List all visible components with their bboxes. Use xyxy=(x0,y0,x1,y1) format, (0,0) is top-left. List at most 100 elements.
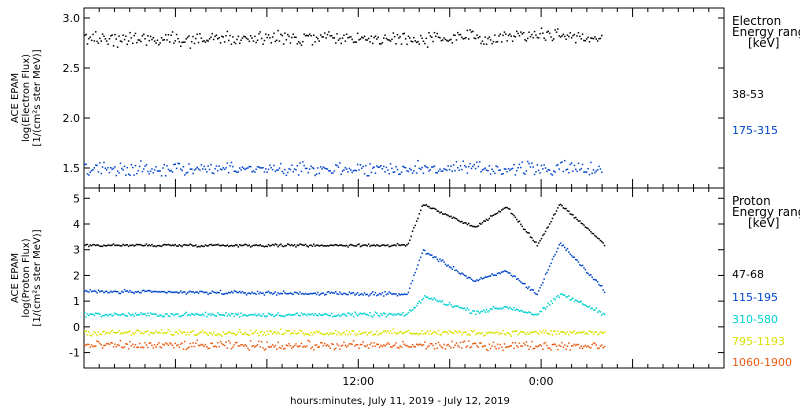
data-point-38-53 xyxy=(532,36,534,39)
data-point-175-315 xyxy=(122,169,124,171)
data-point-38-53 xyxy=(495,41,497,43)
data-point-115-195 xyxy=(488,275,491,277)
data-point-38-53 xyxy=(127,40,130,42)
data-point-1060-1900 xyxy=(151,344,153,347)
data-point-115-195 xyxy=(230,290,233,293)
data-point-38-53 xyxy=(383,37,385,39)
data-point-175-315 xyxy=(480,171,482,173)
data-point-795-1193 xyxy=(296,332,299,335)
data-point-175-315 xyxy=(251,171,253,173)
data-point-310-580 xyxy=(400,313,403,316)
data-point-310-580 xyxy=(116,313,119,316)
data-point-115-195 xyxy=(403,293,405,295)
data-point-1060-1900 xyxy=(111,342,113,344)
data-point-310-580 xyxy=(518,310,521,312)
data-point-310-580 xyxy=(243,314,245,316)
data-point-38-53 xyxy=(255,41,257,44)
data-point-795-1193 xyxy=(129,330,131,332)
data-point-795-1193 xyxy=(212,331,215,334)
data-point-310-580 xyxy=(403,315,405,317)
y-tick-label: 3.0 xyxy=(63,12,81,25)
data-point-1060-1900 xyxy=(230,347,233,350)
data-point-115-195 xyxy=(263,294,266,296)
data-point-115-195 xyxy=(473,280,475,283)
data-point-115-195 xyxy=(513,275,515,277)
data-point-795-1193 xyxy=(547,332,549,335)
data-point-1060-1900 xyxy=(330,343,333,345)
data-point-175-315 xyxy=(148,173,150,175)
data-point-175-315 xyxy=(506,171,508,173)
data-point-310-580 xyxy=(420,302,422,304)
data-point-310-580 xyxy=(409,309,411,311)
data-point-310-580 xyxy=(529,312,532,314)
data-point-175-315 xyxy=(300,170,303,173)
data-point-310-580 xyxy=(273,315,275,318)
data-point-115-195 xyxy=(262,292,264,294)
data-point-795-1193 xyxy=(281,333,283,336)
data-point-310-580 xyxy=(164,313,167,315)
data-point-310-580 xyxy=(422,297,425,300)
data-point-115-195 xyxy=(181,292,183,294)
data-point-1060-1900 xyxy=(418,343,421,346)
data-point-795-1193 xyxy=(96,334,98,336)
data-point-310-580 xyxy=(226,315,229,317)
data-point-795-1193 xyxy=(590,331,592,333)
data-point-1060-1900 xyxy=(343,341,345,344)
data-point-1060-1900 xyxy=(376,343,378,345)
data-point-795-1193 xyxy=(138,330,141,333)
data-point-115-195 xyxy=(234,290,237,293)
data-point-47-68 xyxy=(206,245,208,247)
data-point-1060-1900 xyxy=(361,343,363,346)
data-point-38-53 xyxy=(152,37,155,39)
data-point-310-580 xyxy=(140,312,142,314)
data-point-47-68 xyxy=(447,214,449,217)
data-point-175-315 xyxy=(244,168,246,171)
data-point-175-315 xyxy=(203,165,205,168)
data-point-310-580 xyxy=(341,313,344,316)
data-point-310-580 xyxy=(186,314,189,317)
data-point-795-1193 xyxy=(178,329,181,332)
data-point-175-315 xyxy=(311,166,314,169)
data-point-795-1193 xyxy=(199,331,201,334)
data-point-115-195 xyxy=(491,273,493,275)
data-point-38-53 xyxy=(182,41,185,43)
data-point-1060-1900 xyxy=(551,344,554,346)
data-point-795-1193 xyxy=(318,330,320,333)
data-point-38-53 xyxy=(354,41,356,43)
data-point-38-53 xyxy=(441,39,444,41)
data-point-47-68 xyxy=(97,244,100,246)
data-point-1060-1900 xyxy=(263,349,266,351)
data-point-310-580 xyxy=(304,313,307,316)
data-point-38-53 xyxy=(196,33,198,35)
data-point-115-195 xyxy=(351,292,353,294)
data-point-1060-1900 xyxy=(156,343,159,346)
data-point-47-68 xyxy=(234,244,237,246)
data-point-795-1193 xyxy=(177,332,179,335)
data-point-38-53 xyxy=(219,42,222,44)
data-point-795-1193 xyxy=(373,333,375,336)
data-point-47-68 xyxy=(155,245,157,248)
data-point-175-315 xyxy=(536,164,539,166)
data-point-175-315 xyxy=(561,161,563,163)
data-point-115-195 xyxy=(551,258,554,260)
data-point-115-195 xyxy=(132,291,134,294)
data-point-795-1193 xyxy=(173,334,175,336)
data-point-310-580 xyxy=(330,312,333,315)
data-point-47-68 xyxy=(376,244,378,246)
data-point-1060-1900 xyxy=(302,346,304,348)
data-point-47-68 xyxy=(201,245,204,247)
data-point-310-580 xyxy=(366,313,368,316)
data-point-38-53 xyxy=(576,35,578,37)
data-point-115-195 xyxy=(151,291,153,293)
data-point-175-315 xyxy=(302,161,304,163)
data-point-175-315 xyxy=(393,171,396,173)
data-point-38-53 xyxy=(107,43,109,45)
data-point-1060-1900 xyxy=(122,347,124,349)
data-point-795-1193 xyxy=(407,329,410,332)
data-point-795-1193 xyxy=(156,331,159,334)
data-point-310-580 xyxy=(459,307,462,309)
data-point-115-195 xyxy=(138,291,141,294)
data-point-38-53 xyxy=(391,38,393,41)
data-point-1060-1900 xyxy=(555,345,558,347)
data-point-38-53 xyxy=(520,31,522,33)
